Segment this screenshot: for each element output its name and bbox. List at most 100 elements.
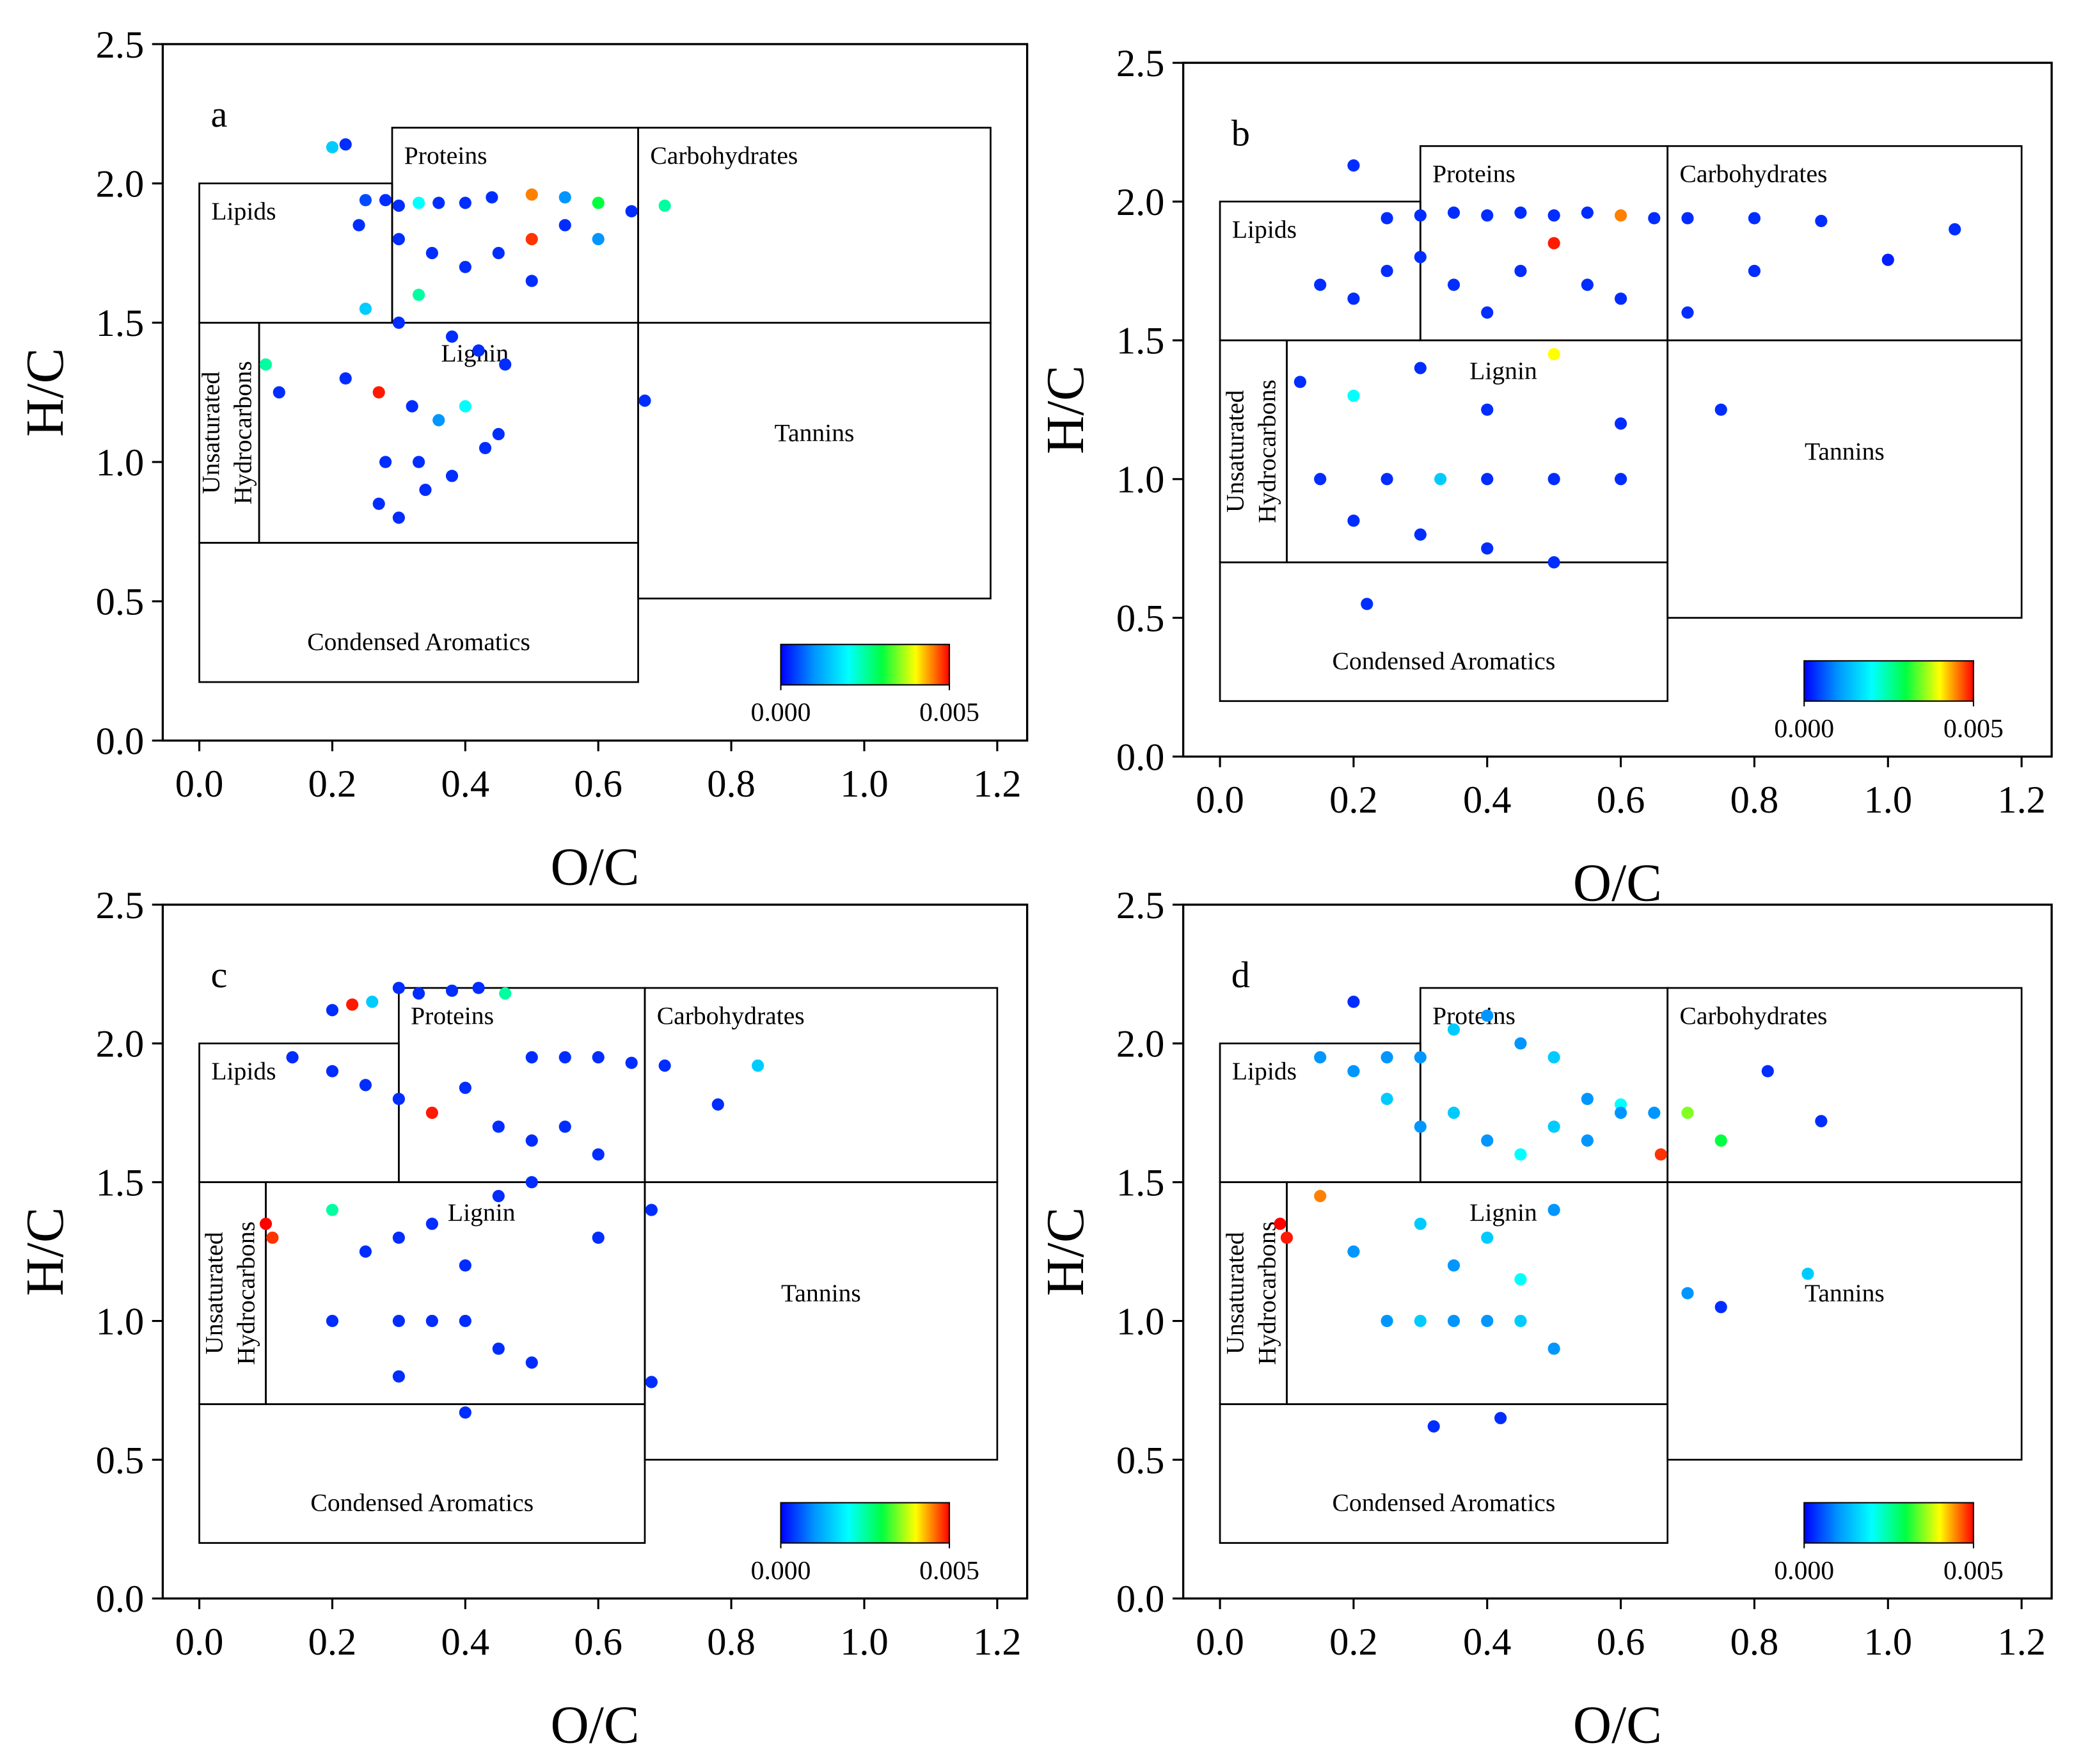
point [1347,292,1360,305]
panel-label: b [1231,112,1250,154]
point [1648,212,1661,225]
region-label: Lipids [211,197,276,225]
point [1347,514,1360,527]
point [425,1106,438,1119]
region-label: Lignin [448,1198,516,1227]
point [1414,1120,1427,1133]
point [592,1231,605,1244]
x-tick-label: 0.0 [1196,1621,1244,1664]
colorbar [780,644,951,686]
colorbar-tick-label: 0.005 [1943,1556,2004,1585]
y-tick-label: 0.0 [96,720,145,763]
point [1615,1106,1627,1119]
point [286,1051,299,1064]
region-label: Lipids [1232,215,1297,243]
point [1381,473,1393,486]
point [1547,473,1560,486]
point [1547,209,1560,222]
point [1381,1051,1393,1064]
point [1447,278,1460,291]
point [492,246,505,260]
point [1547,1120,1560,1133]
point [326,1314,339,1328]
point [445,330,459,343]
x-tick-label: 0.4 [441,763,490,806]
point [1494,1411,1507,1424]
point [592,1148,605,1161]
point [459,1259,471,1272]
point [366,996,379,1008]
point [492,1120,505,1133]
point [1547,1204,1560,1216]
point [479,441,492,454]
x-tick-label: 1.0 [840,763,889,806]
y-tick-label: 0.5 [1116,1439,1165,1482]
point [558,1051,571,1064]
point [558,191,571,204]
region-label: Condensed Aromatics [1333,1489,1556,1517]
region-label: Carbohydrates [1679,160,1827,188]
colorbar-tick-label: 0.005 [919,698,979,727]
x-tick-label: 0.2 [308,763,357,806]
y-tick-label: 1.0 [1116,459,1165,502]
point [1654,1148,1667,1161]
x-tick-label: 0.8 [1730,779,1779,822]
point [392,233,405,246]
point [1714,403,1727,416]
region-label: Lipids [1232,1057,1297,1085]
point [412,289,425,301]
region-label: Tannins [1805,1279,1885,1307]
point [1481,209,1494,222]
point [625,1056,638,1069]
point [339,138,352,151]
point [1761,1065,1774,1077]
point [1447,206,1460,219]
point [425,246,438,260]
point [1514,1148,1527,1161]
plot-frame [1182,903,2053,1600]
point [392,1231,405,1244]
point [1314,1189,1327,1202]
colorbar-tick-label: 0.000 [1774,714,1834,743]
region-label: Proteins [411,1001,494,1029]
region-label: Condensed Aromatics [310,1489,534,1517]
point [259,358,273,371]
point [326,1204,339,1216]
point [1381,212,1393,225]
colorbar-tick-label: 0.000 [1774,1556,1834,1585]
point [392,1314,405,1328]
point [492,427,505,441]
point [525,1051,538,1064]
region-label: Proteins [1432,1001,1515,1029]
region-label: Lignin [1469,356,1537,385]
region-label: Carbohydrates [1679,1001,1827,1029]
point [525,1176,538,1189]
point [1648,1106,1661,1119]
y-tick-label: 2.0 [1116,181,1165,224]
x-tick-label: 0.8 [707,763,756,806]
point [459,196,471,209]
x-tick-label: 0.6 [1597,1621,1645,1664]
x-axis-label: O/C [1573,1696,1662,1754]
point [492,1189,505,1202]
region-label: Hydrocarbons [1253,1221,1281,1365]
point [392,1092,405,1106]
point [459,1406,471,1419]
panel-label: a [210,93,227,135]
x-tick-label: 0.6 [574,763,622,806]
point [273,386,285,399]
point [1514,1037,1527,1050]
point [1274,1218,1286,1230]
y-tick-label: 2.0 [96,1023,145,1066]
y-tick-label: 2.5 [96,884,145,927]
point [1381,1092,1393,1106]
point [558,219,571,232]
point [525,274,538,287]
point [359,194,372,207]
point [1481,306,1494,319]
point [445,984,459,997]
x-tick-label: 0.4 [1463,779,1512,822]
point [1481,1314,1494,1328]
y-tick-label: 1.5 [1116,1162,1165,1205]
